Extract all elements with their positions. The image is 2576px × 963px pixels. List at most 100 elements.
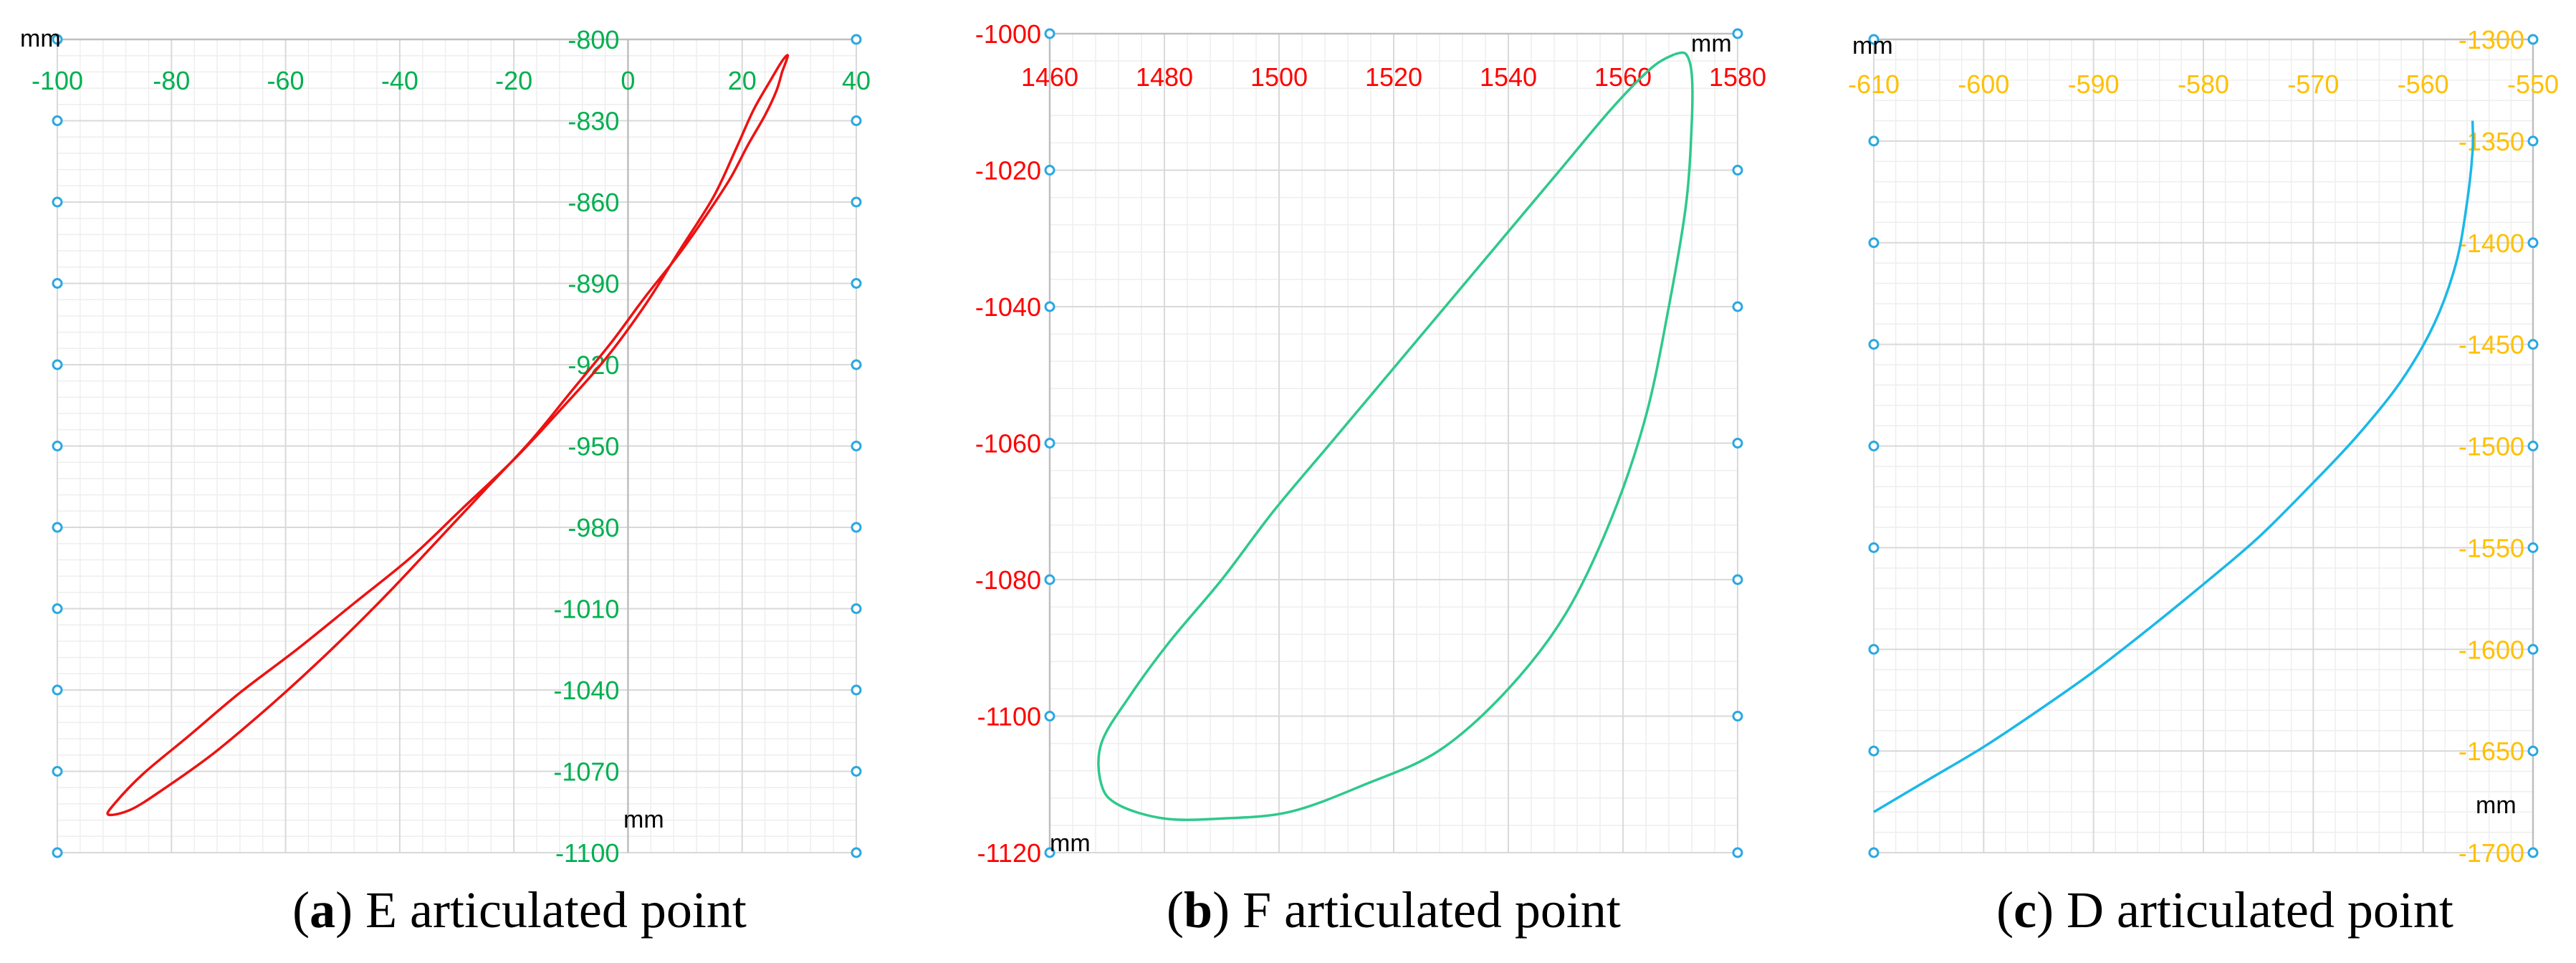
- edge-marker: [851, 278, 862, 289]
- edge-marker: [851, 766, 862, 777]
- grid-lines: [1873, 39, 2534, 853]
- edge-marker: [851, 603, 862, 614]
- x-tick-label: -60: [267, 66, 305, 95]
- edge-marker: [52, 115, 63, 126]
- edge-marker: [1868, 135, 1880, 147]
- caption-b-text: F articulated point: [1242, 881, 1621, 939]
- edge-marker: [1732, 28, 1743, 39]
- edge-marker: [1868, 847, 1880, 858]
- trajectory-line-c: [1873, 120, 2474, 813]
- edge-marker: [1044, 301, 1055, 312]
- caption-c-text: D articulated point: [2067, 881, 2453, 939]
- edge-marker: [52, 847, 63, 858]
- edge-marker: [1732, 847, 1743, 858]
- x-tick-label: 1520: [1365, 62, 1422, 92]
- y-tick-label: -1300: [2458, 25, 2524, 54]
- caption-c: (c) D articulated point: [1996, 881, 2453, 939]
- edge-marker: [2527, 542, 2539, 553]
- edge-marker: [1044, 847, 1055, 858]
- edge-marker: [2527, 745, 2539, 757]
- y-unit-label: mm: [623, 806, 664, 833]
- trajectory-line-a: [106, 54, 790, 817]
- y-tick-label: -1700: [2458, 838, 2524, 868]
- x-tick-label: 1580: [1709, 62, 1766, 92]
- y-tick-label: -1450: [2458, 330, 2524, 360]
- y-tick-label: -1650: [2458, 737, 2524, 766]
- edge-marker: [52, 603, 63, 614]
- edge-marker: [52, 522, 63, 533]
- chart-panel-b: 1460 1480 1500 1520 1540 1560 1580-1000-1020-1…: [975, 19, 1766, 868]
- y-tick-label: -1100: [977, 702, 1041, 732]
- x-tick-label: -580: [2178, 70, 2229, 99]
- trajectory-line-b: [1097, 51, 1694, 821]
- edge-marker: [2527, 237, 2539, 249]
- edge-marker: [1868, 643, 1880, 655]
- y-tick-label: -1550: [2458, 533, 2524, 562]
- x-tick-label: -100: [32, 66, 83, 95]
- edge-marker: [1868, 237, 1880, 249]
- edge-marker: [1868, 34, 1880, 45]
- edge-marker: [1868, 745, 1880, 757]
- x-tick-label: 1480: [1136, 62, 1193, 92]
- y-tick-label: -1080: [975, 565, 1041, 595]
- edge-marker: [1868, 339, 1880, 350]
- edge-marker: [851, 34, 862, 45]
- caption-a-label: a: [310, 881, 336, 939]
- x-tick-label: 40: [842, 66, 871, 95]
- edge-marker: [52, 684, 63, 696]
- x-tick-label: -570: [2287, 70, 2339, 99]
- y-tick-label: -1040: [553, 676, 619, 705]
- x-tick-label: -40: [381, 66, 418, 95]
- x-unit-label: mm: [1691, 30, 1732, 57]
- edge-marker: [1044, 711, 1055, 722]
- y-tick-label: -1120: [977, 838, 1041, 868]
- edge-marker: [52, 359, 63, 370]
- edge-marker: [2527, 34, 2539, 45]
- x-tick-label: -550: [2507, 70, 2559, 99]
- y-tick-label: -830: [568, 107, 619, 136]
- y-tick-label: -890: [568, 269, 619, 299]
- edge-marker: [2527, 135, 2539, 147]
- edge-marker: [52, 34, 63, 45]
- caption-a: (a) E articulated point: [292, 881, 747, 939]
- caption-b-label: b: [1184, 881, 1213, 939]
- x-tick-label: 1540: [1480, 62, 1537, 92]
- x-tick-label: 20: [728, 66, 757, 95]
- x-tick-label: -610: [1848, 70, 1900, 99]
- edge-marker: [851, 684, 862, 696]
- edge-marker: [851, 196, 862, 208]
- edge-marker: [52, 278, 63, 289]
- edge-marker: [1044, 438, 1055, 449]
- edge-marker: [851, 115, 862, 126]
- y-tick-label: -860: [568, 188, 619, 217]
- y-tick-label: -1100: [555, 838, 619, 868]
- edge-marker: [1732, 438, 1743, 449]
- edge-marker: [851, 441, 862, 451]
- edge-marker: [2527, 643, 2539, 655]
- grid-lines: [57, 39, 857, 853]
- y-tick-label: -1500: [2458, 432, 2524, 461]
- y-tick-label: -1400: [2458, 229, 2524, 258]
- y-tick-label: -1600: [2458, 635, 2524, 664]
- edge-marker: [1732, 301, 1743, 312]
- edge-marker: [851, 522, 862, 533]
- y-tick-label: -950: [568, 432, 619, 461]
- y-unit-label: mm: [1050, 830, 1091, 857]
- x-unit-label: mm: [1852, 32, 1893, 59]
- caption-c-label: c: [2014, 881, 2037, 939]
- x-tick-label: -20: [495, 66, 532, 95]
- chart-panel-c: -610 -600 -590 -580 -570 -560 -550 -1300 -1350 -1…: [1848, 25, 2559, 868]
- edge-marker: [52, 766, 63, 777]
- x-tick-label: -600: [1958, 70, 2009, 99]
- edge-marker: [1868, 441, 1880, 451]
- edge-marker: [2527, 339, 2539, 350]
- y-unit-label: mm: [2476, 792, 2517, 819]
- edge-marker: [1868, 542, 1880, 553]
- edge-marker: [1044, 574, 1055, 585]
- y-tick-label: -1070: [553, 757, 619, 787]
- y-tick-label: -1010: [553, 595, 619, 624]
- edge-marker: [1044, 165, 1055, 176]
- edge-marker: [52, 196, 63, 208]
- x-tick-label: 0: [621, 66, 635, 95]
